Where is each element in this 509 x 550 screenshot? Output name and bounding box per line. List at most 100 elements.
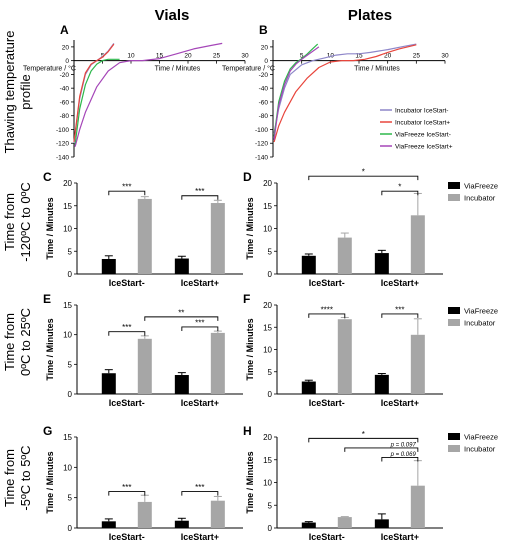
bar-D-1-1 xyxy=(410,215,425,274)
category-label-F-0: IceStart- xyxy=(309,398,345,408)
category-label-D-0: IceStart- xyxy=(309,278,345,288)
x-tick-label-B-2: 15 xyxy=(355,53,363,60)
bar-G-1-1 xyxy=(210,500,225,528)
x-axis-label-A: Time / Minutes xyxy=(155,66,201,73)
bar-legend-swatch-D-1 xyxy=(448,194,460,201)
row-title-gh-line1: Time from xyxy=(2,449,17,507)
y-tick-label-E-2: 10 xyxy=(63,331,72,340)
significance-label-H-1: p = 0.097 xyxy=(390,442,417,448)
row-title-ef-line2: 0ºC to 25ºC xyxy=(18,308,33,376)
bar-legend-swatch-F-0 xyxy=(448,307,460,314)
y-tick-label-F-0: 0 xyxy=(268,390,273,399)
significance-bracket-H-1 xyxy=(344,447,419,452)
y-tick-label-D-2: 10 xyxy=(263,225,272,234)
row-title-gh: Time from -5ºC to 5ºC xyxy=(2,445,33,510)
significance-bracket-H-0 xyxy=(381,457,419,462)
significance-bracket-E-2 xyxy=(144,316,219,321)
bar-G-0-0 xyxy=(101,521,116,528)
bar-E-1-0 xyxy=(137,338,152,394)
significance-label-E-1: *** xyxy=(195,318,204,327)
row-title-gh-line2: -5ºC to 5ºC xyxy=(18,445,33,510)
significance-bracket-G-0 xyxy=(108,491,146,496)
category-label-H-1: IceStart+ xyxy=(381,532,419,542)
legend-label-2: ViaFreeze IceStart- xyxy=(395,132,451,139)
legend-label-3: ViaFreeze IceStart+ xyxy=(395,144,453,151)
panel-F: F 0 5 10 15 20 Time / Minutes IceStart- IceStart… xyxy=(243,292,443,408)
y-tick-label-C-0: 0 xyxy=(68,270,73,279)
y-tick-label-D-3: 15 xyxy=(263,202,272,211)
y-tick-label-H-2: 10 xyxy=(263,479,272,488)
significance-bracket-E-1 xyxy=(181,326,219,331)
row-title-cd-line2: -120ºC to 0ºC xyxy=(18,182,33,262)
x-tick-label-B-5: 30 xyxy=(441,53,449,60)
bar-H-1-0 xyxy=(337,517,352,528)
y-tick-label-H-3: 15 xyxy=(263,456,272,465)
panel-label-C: C xyxy=(43,170,52,184)
column-title-plates: Plates xyxy=(348,7,392,24)
significance-label-E-2: ** xyxy=(178,308,184,317)
category-label-C-1: IceStart+ xyxy=(181,278,219,288)
y-tick-label-E-0: 0 xyxy=(68,390,73,399)
significance-bracket-E-0 xyxy=(108,331,146,336)
legend-bar-groups: ViaFreeze Incubator ViaFreeze Incubator ViaF… xyxy=(448,182,498,454)
y-tick-label-A-6: -20 xyxy=(60,72,70,79)
x-tick-label-A-4: 25 xyxy=(213,53,221,60)
y-tick-label-C-3: 15 xyxy=(63,202,72,211)
y-axis-label-F: Time / Minutes xyxy=(245,318,255,380)
series-line-B-3 xyxy=(273,46,320,140)
significance-label-F-0: **** xyxy=(321,305,333,314)
significance-label-G-1: *** xyxy=(195,483,204,492)
panel-G: G 0 5 10 15 Time / Minutes IceStart- IceStart+ *… xyxy=(43,424,243,542)
significance-bracket-D-0 xyxy=(381,190,419,196)
bar-F-0-1 xyxy=(374,374,389,394)
y-axis-label-B: Temperature / °C xyxy=(222,65,275,73)
legend-label-0: Incubator IceStart- xyxy=(395,108,448,115)
significance-bracket-C-0 xyxy=(108,190,146,196)
bar-D-1-0 xyxy=(337,237,352,274)
significance-label-C-1: *** xyxy=(195,187,204,196)
bar-G-0-1 xyxy=(174,520,189,528)
bar-F-0-0 xyxy=(301,381,316,394)
bar-legend-swatch-H-0 xyxy=(448,433,460,440)
y-tick-label-C-4: 20 xyxy=(63,179,72,188)
bar-F-1-0 xyxy=(337,319,352,394)
y-tick-label-F-2: 10 xyxy=(263,346,272,355)
y-axis-label-A: Temperature / °C xyxy=(23,65,76,73)
bar-C-1-0 xyxy=(137,198,152,274)
y-tick-label-H-4: 20 xyxy=(263,433,272,442)
y-axis-label-D: Time / Minutes xyxy=(245,197,255,259)
row-title-cd-line1: Time from xyxy=(2,193,17,251)
bar-H-1-1 xyxy=(410,485,425,528)
y-tick-label-A-1: -120 xyxy=(56,141,69,148)
column-title-vials: Vials xyxy=(155,7,190,24)
category-label-G-1: IceStart+ xyxy=(181,532,219,542)
panel-label-E: E xyxy=(43,292,51,306)
significance-label-G-0: *** xyxy=(122,483,131,492)
x-tick-label-A-5: 30 xyxy=(241,53,249,60)
significance-label-E-0: *** xyxy=(122,323,131,332)
significance-label-H-0: p = 0.069 xyxy=(390,452,417,458)
significance-label-F-1: *** xyxy=(395,305,404,314)
panel-label-D: D xyxy=(243,170,252,184)
y-axis-label-H: Time / Minutes xyxy=(245,451,255,513)
x-axis-label-B: Time / Minutes xyxy=(354,66,400,73)
significance-label-D-1: * xyxy=(362,168,365,177)
y-axis-label-E: Time / Minutes xyxy=(45,318,55,380)
panel-E: E 0 5 10 15 Time / Minutes IceStart- IceStart+ *… xyxy=(43,292,243,408)
bar-H-0-0 xyxy=(301,522,316,528)
panel-H: H 0 5 10 15 20 Time / Minutes IceStart- IceStart… xyxy=(243,424,443,542)
y-tick-label-B-4: -60 xyxy=(259,99,269,106)
bar-legend-swatch-H-1 xyxy=(448,445,460,452)
significance-bracket-D-1 xyxy=(308,175,419,181)
y-tick-label-G-1: 5 xyxy=(68,494,73,503)
y-tick-label-A-4: -60 xyxy=(60,99,70,106)
category-label-E-0: IceStart- xyxy=(109,398,145,408)
y-tick-label-B-6: -20 xyxy=(259,72,269,79)
row-title-thawing-line1: Thawing temperature xyxy=(2,31,17,154)
panel-label-F: F xyxy=(243,292,250,306)
series-line-B-2 xyxy=(273,43,319,137)
series-line-A-3 xyxy=(74,42,223,147)
category-label-G-0: IceStart- xyxy=(109,532,145,542)
x-tick-label-A-3: 20 xyxy=(184,53,192,60)
y-axis-label-G: Time / Minutes xyxy=(45,451,55,513)
